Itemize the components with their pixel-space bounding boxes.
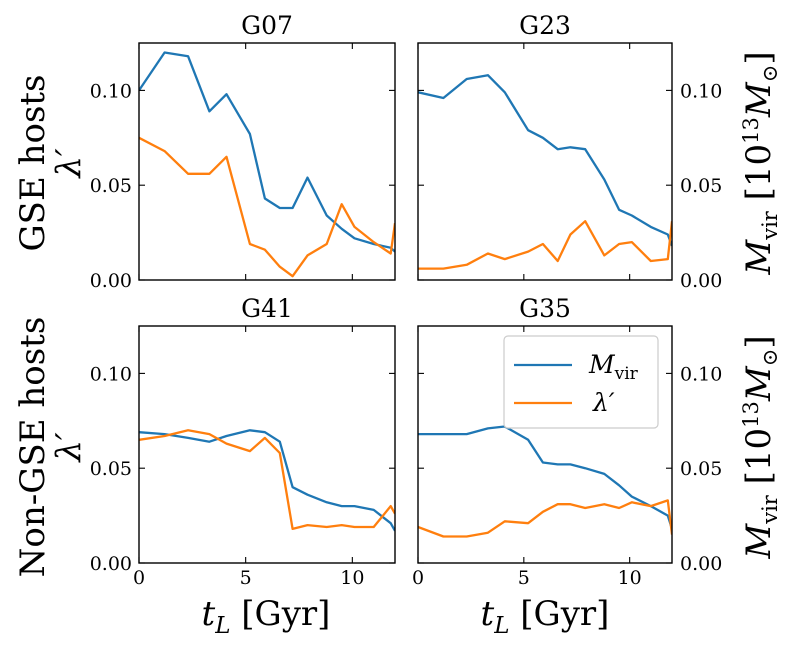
x-label-sub: L — [214, 613, 230, 639]
tick-marks — [138, 43, 395, 281]
row-label-top-symbol: λ′ — [49, 148, 89, 180]
y-tick-label-left: 0.00 — [90, 553, 132, 575]
panel-frame — [417, 325, 673, 564]
right-label-m2-b: M — [739, 365, 779, 402]
x-tick-label: 0 — [412, 567, 424, 589]
right-label-exp-b: 13 — [739, 401, 763, 428]
y-tick-label-left: 0.05 — [90, 175, 132, 197]
x-label-t: t — [202, 594, 216, 634]
x-label-unit-r: [Gyr] — [520, 594, 609, 634]
panel-title: G35 — [519, 294, 571, 323]
tick-marks — [417, 43, 672, 281]
series-line-lambda — [139, 136, 395, 278]
panel-frame — [417, 42, 673, 281]
right-label-sun: ⊙ — [758, 65, 782, 83]
y-tick-label-right: 0.00 — [680, 553, 722, 575]
row-label-top: GSE hosts — [13, 74, 53, 251]
y-tick-label-right: 0.10 — [680, 363, 722, 385]
right-label-close-b: ] — [739, 335, 779, 348]
x-tick-label: 10 — [618, 567, 642, 589]
panel-g23: G23 0.00 0.05 0.10 — [417, 11, 722, 292]
panel-title: G23 — [519, 11, 571, 40]
right-label-close: ] — [739, 51, 779, 64]
series-line-lambda — [418, 499, 672, 538]
tick-marks — [138, 326, 395, 564]
right-label-sub: vir — [758, 210, 782, 241]
right-axis-label-top: Mvir [1013M⊙] — [739, 51, 782, 275]
panel-frame — [138, 325, 396, 564]
legend: Mvir λ′ — [503, 335, 659, 429]
right-label-exp: 13 — [739, 117, 763, 144]
x-label-unit: [Gyr] — [241, 594, 330, 634]
right-label-unit-b: [10 — [739, 428, 779, 485]
right-label-m: M — [739, 239, 779, 276]
legend-label-mvir: Mvir — [588, 350, 639, 384]
right-label-unit: [10 — [739, 144, 779, 201]
y-tick-label-right: 0.00 — [680, 270, 722, 292]
y-tick-label-left: 0.05 — [90, 458, 132, 480]
y-tick-label-left: 0.10 — [90, 80, 132, 102]
x-label-t-r: t — [481, 594, 495, 634]
x-tick-label: 0 — [133, 567, 145, 589]
legend-label-lambda: λ′ — [592, 388, 615, 417]
right-axis-label-bottom: Mvir [1013M⊙] — [739, 335, 782, 559]
y-tick-label-left: 0.10 — [90, 363, 132, 385]
series-line-mvir — [418, 425, 672, 530]
panel-g41: G41 0.00 0.05 0.10 0 5 10 — [90, 294, 396, 589]
panel-frame — [138, 42, 396, 281]
y-tick-label-left: 0.00 — [90, 270, 132, 292]
x-tick-label: 10 — [340, 567, 364, 589]
right-label-sun-b: ⊙ — [758, 349, 782, 367]
x-axis-label-left: tL [Gyr] — [202, 594, 331, 639]
right-label-sub-b: vir — [758, 494, 782, 525]
y-tick-label-right: 0.05 — [680, 175, 722, 197]
tick-marks — [417, 326, 672, 564]
panel-g07: G07 0.00 0.05 0.10 — [90, 11, 396, 292]
panel-g35: G35 0.00 0.05 0.10 0 5 10 — [412, 294, 722, 589]
x-label-sub-r: L — [493, 613, 509, 639]
x-tick-label: 5 — [240, 567, 252, 589]
legend-box — [503, 335, 659, 429]
y-tick-label-right: 0.10 — [680, 80, 722, 102]
x-tick-label: 5 — [518, 567, 530, 589]
series-line-mvir — [139, 429, 395, 532]
row-label-bottom-symbol: λ′ — [49, 432, 89, 464]
series-line-lambda — [418, 220, 672, 270]
panel-title: G07 — [241, 11, 293, 40]
series-line-lambda — [139, 429, 395, 531]
x-axis-label-right: tL [Gyr] — [481, 594, 610, 639]
series-line-mvir — [418, 74, 672, 247]
panels-group: G07 0.00 0.05 0.10 G23 0.00 0.05 0.10 G41 0.00 0.0… — [90, 11, 723, 589]
row-label-bottom: Non-GSE hosts — [13, 317, 53, 578]
y-tick-label-right: 0.05 — [680, 458, 722, 480]
right-label-m2: M — [739, 81, 779, 118]
series-line-mvir — [139, 51, 395, 253]
panel-title: G41 — [241, 294, 293, 323]
right-label-m-b: M — [739, 523, 779, 560]
